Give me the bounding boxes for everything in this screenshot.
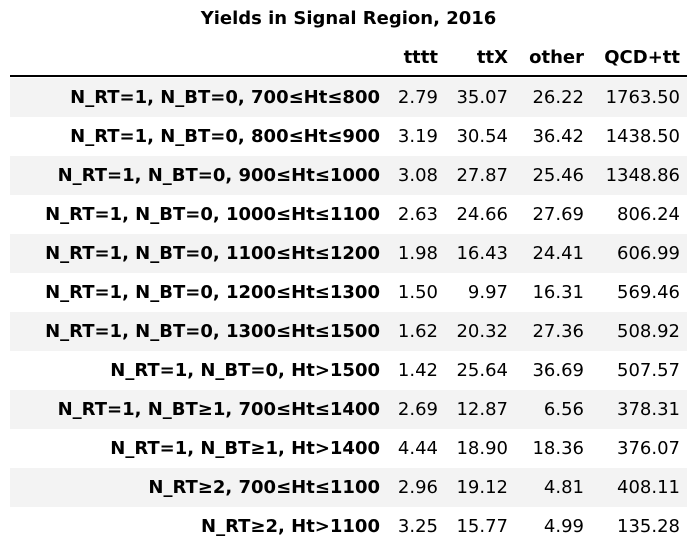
table-row: N_RT=1, N_BT=0, Ht>1500 1.42 25.64 36.69 507… bbox=[10, 351, 687, 390]
cell-qcd-tt: 135.28 bbox=[617, 516, 680, 537]
cell-qcd-tt: 606.99 bbox=[617, 243, 680, 264]
cell-other: 27.69 bbox=[532, 204, 584, 225]
row-label: N_RT=1, N_BT=0, 1100≤Ht≤1200 bbox=[45, 243, 380, 264]
row-label: N_RT=1, N_BT=0, Ht>1500 bbox=[110, 360, 380, 381]
column-header-qcd-tt: QCD+tt bbox=[604, 47, 680, 68]
row-label: N_RT=1, N_BT≥1, 700≤Ht≤1400 bbox=[57, 399, 380, 420]
cell-tttt: 4.44 bbox=[397, 438, 438, 459]
cell-ttx: 25.64 bbox=[456, 360, 508, 381]
table-row: N_RT=1, N_BT=0, 1100≤Ht≤1200 1.98 16.43 24.… bbox=[10, 234, 687, 273]
row-label: N_RT≥2, 700≤Ht≤1100 bbox=[148, 477, 380, 498]
cell-other: 16.31 bbox=[532, 282, 584, 303]
column-header-ttx: ttX bbox=[476, 47, 508, 68]
column-header-other: other bbox=[529, 47, 584, 68]
cell-ttx: 20.32 bbox=[456, 321, 508, 342]
cell-ttx: 24.66 bbox=[456, 204, 508, 225]
cell-other: 4.99 bbox=[543, 516, 584, 537]
cell-ttx: 35.07 bbox=[456, 87, 508, 108]
row-label: N_RT=1, N_BT=0, 900≤Ht≤1000 bbox=[57, 165, 380, 186]
cell-ttx: 30.54 bbox=[456, 126, 508, 147]
table-row: N_RT=1, N_BT≥1, Ht>1400 4.44 18.90 18.36 376… bbox=[10, 429, 687, 468]
header-rule bbox=[10, 75, 687, 77]
cell-other: 18.36 bbox=[532, 438, 584, 459]
table-row: N_RT=1, N_BT=0, 800≤Ht≤900 3.19 30.54 36.42… bbox=[10, 117, 687, 156]
table-row: N_RT=1, N_BT≥1, 700≤Ht≤1400 2.69 12.87 6.56… bbox=[10, 390, 687, 429]
cell-tttt: 1.98 bbox=[397, 243, 438, 264]
table-row: N_RT=1, N_BT=0, 700≤Ht≤800 2.79 35.07 26.22… bbox=[10, 78, 687, 117]
row-label: N_RT=1, N_BT=0, 700≤Ht≤800 bbox=[70, 87, 380, 108]
row-label: N_RT=1, N_BT=0, 800≤Ht≤900 bbox=[70, 126, 380, 147]
cell-tttt: 2.63 bbox=[397, 204, 438, 225]
table-row: N_RT≥2, Ht>1100 3.25 15.77 4.99 135.28 bbox=[10, 507, 687, 546]
cell-tttt: 3.25 bbox=[397, 516, 438, 537]
column-header-tttt: tttt bbox=[403, 47, 438, 68]
cell-ttx: 18.90 bbox=[456, 438, 508, 459]
cell-tttt: 3.08 bbox=[397, 165, 438, 186]
cell-qcd-tt: 378.31 bbox=[617, 399, 680, 420]
cell-qcd-tt: 507.57 bbox=[617, 360, 680, 381]
table-row: N_RT=1, N_BT=0, 1300≤Ht≤1500 1.62 20.32 27.… bbox=[10, 312, 687, 351]
cell-other: 36.69 bbox=[532, 360, 584, 381]
cell-other: 24.41 bbox=[532, 243, 584, 264]
cell-qcd-tt: 376.07 bbox=[617, 438, 680, 459]
cell-qcd-tt: 1763.50 bbox=[605, 87, 680, 108]
cell-other: 25.46 bbox=[532, 165, 584, 186]
cell-other: 6.56 bbox=[543, 399, 584, 420]
cell-qcd-tt: 806.24 bbox=[617, 204, 680, 225]
cell-qcd-tt: 508.92 bbox=[617, 321, 680, 342]
cell-qcd-tt: 408.11 bbox=[617, 477, 680, 498]
cell-other: 27.36 bbox=[532, 321, 584, 342]
row-label: N_RT=1, N_BT≥1, Ht>1400 bbox=[110, 438, 380, 459]
cell-other: 36.42 bbox=[532, 126, 584, 147]
row-label: N_RT≥2, Ht>1100 bbox=[201, 516, 380, 537]
table-row: N_RT≥2, 700≤Ht≤1100 2.96 19.12 4.81 408.11 bbox=[10, 468, 687, 507]
table-title: Yields in Signal Region, 2016 bbox=[200, 8, 497, 29]
cell-other: 4.81 bbox=[543, 477, 584, 498]
row-label: N_RT=1, N_BT=0, 1000≤Ht≤1100 bbox=[45, 204, 380, 225]
cell-tttt: 1.42 bbox=[397, 360, 438, 381]
row-label: N_RT=1, N_BT=0, 1200≤Ht≤1300 bbox=[45, 282, 380, 303]
cell-tttt: 2.79 bbox=[397, 87, 438, 108]
cell-ttx: 27.87 bbox=[456, 165, 508, 186]
cell-tttt: 1.62 bbox=[397, 321, 438, 342]
cell-ttx: 19.12 bbox=[456, 477, 508, 498]
table-row: N_RT=1, N_BT=0, 900≤Ht≤1000 3.08 27.87 25.4… bbox=[10, 156, 687, 195]
cell-qcd-tt: 1348.86 bbox=[605, 165, 680, 186]
cell-tttt: 2.69 bbox=[397, 399, 438, 420]
table-row: N_RT=1, N_BT=0, 1000≤Ht≤1100 2.63 24.66 27.… bbox=[10, 195, 687, 234]
cell-qcd-tt: 1438.50 bbox=[605, 126, 680, 147]
cell-ttx: 9.97 bbox=[467, 282, 508, 303]
cell-tttt: 2.96 bbox=[397, 477, 438, 498]
cell-tttt: 3.19 bbox=[397, 126, 438, 147]
cell-qcd-tt: 569.46 bbox=[617, 282, 680, 303]
cell-ttx: 12.87 bbox=[456, 399, 508, 420]
cell-other: 26.22 bbox=[532, 87, 584, 108]
cell-ttx: 15.77 bbox=[456, 516, 508, 537]
cell-ttx: 16.43 bbox=[456, 243, 508, 264]
cell-tttt: 1.50 bbox=[397, 282, 438, 303]
row-label: N_RT=1, N_BT=0, 1300≤Ht≤1500 bbox=[45, 321, 380, 342]
table-row: N_RT=1, N_BT=0, 1200≤Ht≤1300 1.50 9.97 16.3… bbox=[10, 273, 687, 312]
